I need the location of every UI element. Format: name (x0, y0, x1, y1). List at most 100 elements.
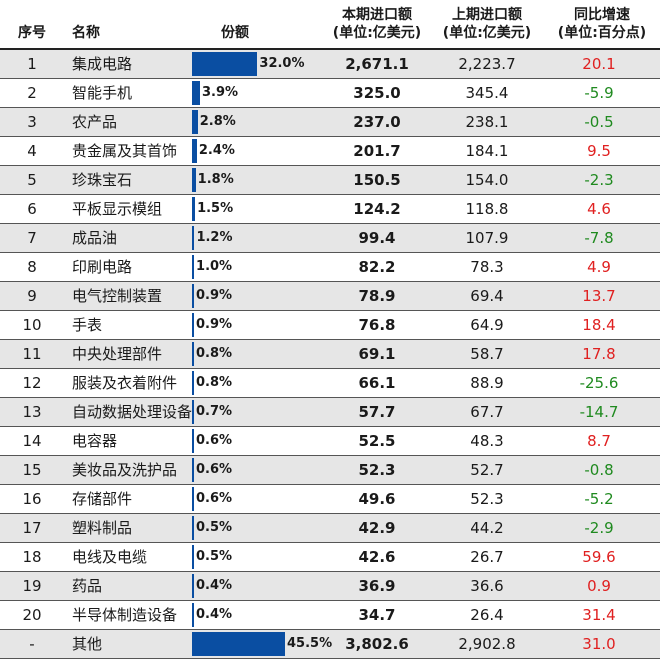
current-value-cell: 49.6 (358, 490, 396, 508)
share-cell: 1.8% (192, 166, 332, 194)
change-cell: 18.4 (582, 316, 616, 334)
current-value-cell: 52.5 (358, 432, 396, 450)
table-row: 20 半导体制造设备 0.4% 34.7 26.4 31.4 (0, 601, 660, 630)
change-cell: -5.9 (584, 84, 614, 102)
share-cell: 2.8% (192, 108, 332, 136)
rank-cell: 10 (22, 316, 42, 334)
header-previous: 上期进口额 (单位:亿美元) (432, 6, 542, 42)
table-row: 19 药品 0.4% 36.9 36.6 0.9 (0, 572, 660, 601)
previous-value-cell: 78.3 (470, 258, 504, 276)
header-current-line2: (单位:亿美元) (332, 25, 422, 41)
share-bar (192, 284, 194, 308)
share-label: 1.2% (196, 230, 233, 245)
table-row: 15 美妆品及洗护品 0.6% 52.3 52.7 -0.8 (0, 456, 660, 485)
share-label: 32.0% (259, 56, 305, 71)
previous-value-cell: 184.1 (465, 142, 509, 160)
name-cell: 电容器 (72, 432, 118, 450)
share-bar (192, 52, 258, 76)
name-cell: 电线及电缆 (72, 548, 148, 566)
table-row: 4 贵金属及其首饰 2.4% 201.7 184.1 9.5 (0, 137, 660, 166)
table-row: 11 中央处理部件 0.8% 69.1 58.7 17.8 (0, 340, 660, 369)
previous-value-cell: 48.3 (470, 432, 504, 450)
name-cell: 智能手机 (72, 84, 133, 102)
change-cell: 17.8 (582, 345, 616, 363)
share-cell: 0.5% (192, 543, 332, 571)
name-cell: 珍珠宝石 (72, 171, 133, 189)
share-bar (192, 400, 194, 424)
rank-cell: 1 (27, 55, 37, 73)
name-cell: 药品 (72, 577, 103, 595)
share-cell: 0.9% (192, 311, 332, 339)
table-header: 序号 名称 份额 本期进口额 (单位:亿美元) 上期进口额 (单位:亿美元) 同… (0, 0, 660, 50)
current-value-cell: 124.2 (353, 200, 401, 218)
header-rank: 序号 (18, 25, 46, 41)
table-row: 7 成品油 1.2% 99.4 107.9 -7.8 (0, 224, 660, 253)
current-value-cell: 82.2 (358, 258, 396, 276)
table-row: 14 电容器 0.6% 52.5 48.3 8.7 (0, 427, 660, 456)
rank-cell: 20 (22, 606, 42, 624)
rank-cell: 14 (22, 432, 42, 450)
name-cell: 农产品 (72, 113, 118, 131)
share-bar (192, 139, 197, 163)
table-row: 17 塑料制品 0.5% 42.9 44.2 -2.9 (0, 514, 660, 543)
share-label: 1.8% (197, 172, 234, 187)
rank-cell: 8 (27, 258, 37, 276)
share-label: 2.4% (198, 143, 235, 158)
share-label: 0.5% (196, 549, 233, 564)
name-cell: 成品油 (72, 229, 118, 247)
share-cell: 1.5% (192, 195, 332, 223)
change-cell: 31.0 (582, 635, 616, 653)
previous-value-cell: 64.9 (470, 316, 504, 334)
share-bar (192, 603, 194, 627)
rank-cell: 16 (22, 490, 42, 508)
change-cell: 13.7 (582, 287, 616, 305)
rank-cell: 4 (27, 142, 37, 160)
share-cell: 0.6% (192, 456, 332, 484)
share-label: 0.9% (196, 288, 233, 303)
rank-cell: 7 (27, 229, 37, 247)
share-label: 0.5% (196, 520, 233, 535)
previous-value-cell: 345.4 (465, 84, 509, 102)
rank-cell: 11 (22, 345, 42, 363)
change-cell: 20.1 (582, 55, 616, 73)
share-label: 0.6% (196, 491, 233, 506)
current-value-cell: 34.7 (358, 606, 396, 624)
rank-cell: 5 (27, 171, 37, 189)
previous-value-cell: 118.8 (465, 200, 509, 218)
rank-cell: 6 (27, 200, 37, 218)
current-value-cell: 2,671.1 (345, 55, 409, 73)
change-cell: -7.8 (584, 229, 614, 247)
change-cell: -0.8 (584, 461, 614, 479)
change-cell: -0.5 (584, 113, 614, 131)
rank-cell: 15 (22, 461, 42, 479)
table-row: - 其他 45.5% 3,802.6 2,902.8 31.0 (0, 630, 660, 659)
current-value-cell: 201.7 (353, 142, 401, 160)
share-cell: 3.9% (192, 79, 332, 107)
previous-value-cell: 52.7 (470, 461, 504, 479)
current-value-cell: 66.1 (358, 374, 396, 392)
share-bar (192, 342, 194, 366)
rank-cell: 19 (22, 577, 42, 595)
share-cell: 45.5% (192, 630, 332, 658)
rank-cell: 3 (27, 113, 37, 131)
previous-value-cell: 69.4 (470, 287, 504, 305)
share-cell: 2.4% (192, 137, 332, 165)
share-bar (192, 110, 198, 134)
table-row: 2 智能手机 3.9% 325.0 345.4 -5.9 (0, 79, 660, 108)
current-value-cell: 69.1 (358, 345, 396, 363)
share-bar (192, 545, 194, 569)
name-cell: 其他 (72, 635, 103, 653)
share-cell: 0.8% (192, 369, 332, 397)
change-cell: -5.2 (584, 490, 614, 508)
change-cell: -25.6 (579, 374, 619, 392)
share-label: 45.5% (287, 636, 333, 651)
name-cell: 自动数据处理设备 (72, 403, 193, 421)
current-value-cell: 99.4 (358, 229, 396, 247)
name-cell: 服装及衣着附件 (72, 374, 178, 392)
share-label: 3.9% (201, 85, 239, 100)
name-cell: 半导体制造设备 (72, 606, 178, 624)
name-cell: 电气控制装置 (72, 287, 163, 305)
name-cell: 美妆品及洗护品 (72, 461, 178, 479)
previous-value-cell: 26.7 (470, 548, 504, 566)
